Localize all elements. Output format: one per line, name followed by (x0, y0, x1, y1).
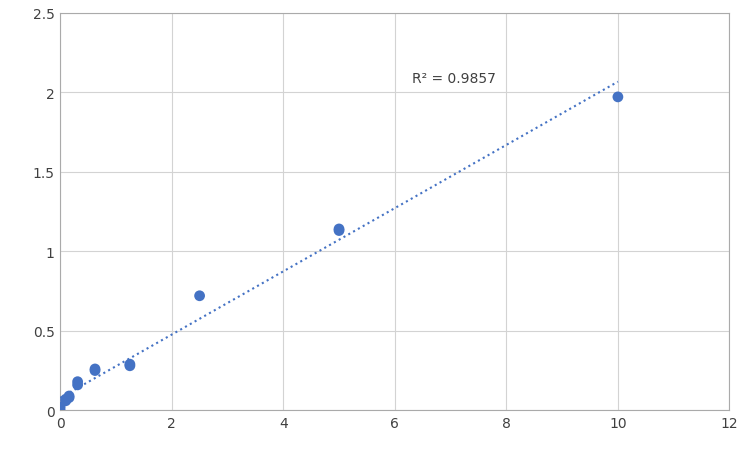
Point (333, 226, 345, 233)
Point (59, 397, 71, 405)
Point (89, 365, 101, 373)
Point (193, 293, 205, 300)
Point (63, 392, 75, 400)
Point (54, 407, 66, 414)
Point (333, 227, 345, 235)
Point (54, 404, 66, 411)
Point (124, 361, 136, 368)
Point (124, 362, 136, 369)
Point (612, 94, 624, 101)
Text: R² = 0.9857: R² = 0.9857 (411, 72, 496, 86)
Point (71, 382, 83, 389)
Point (63, 394, 75, 401)
Point (89, 367, 101, 374)
Point (71, 378, 83, 386)
Point (59, 396, 71, 403)
